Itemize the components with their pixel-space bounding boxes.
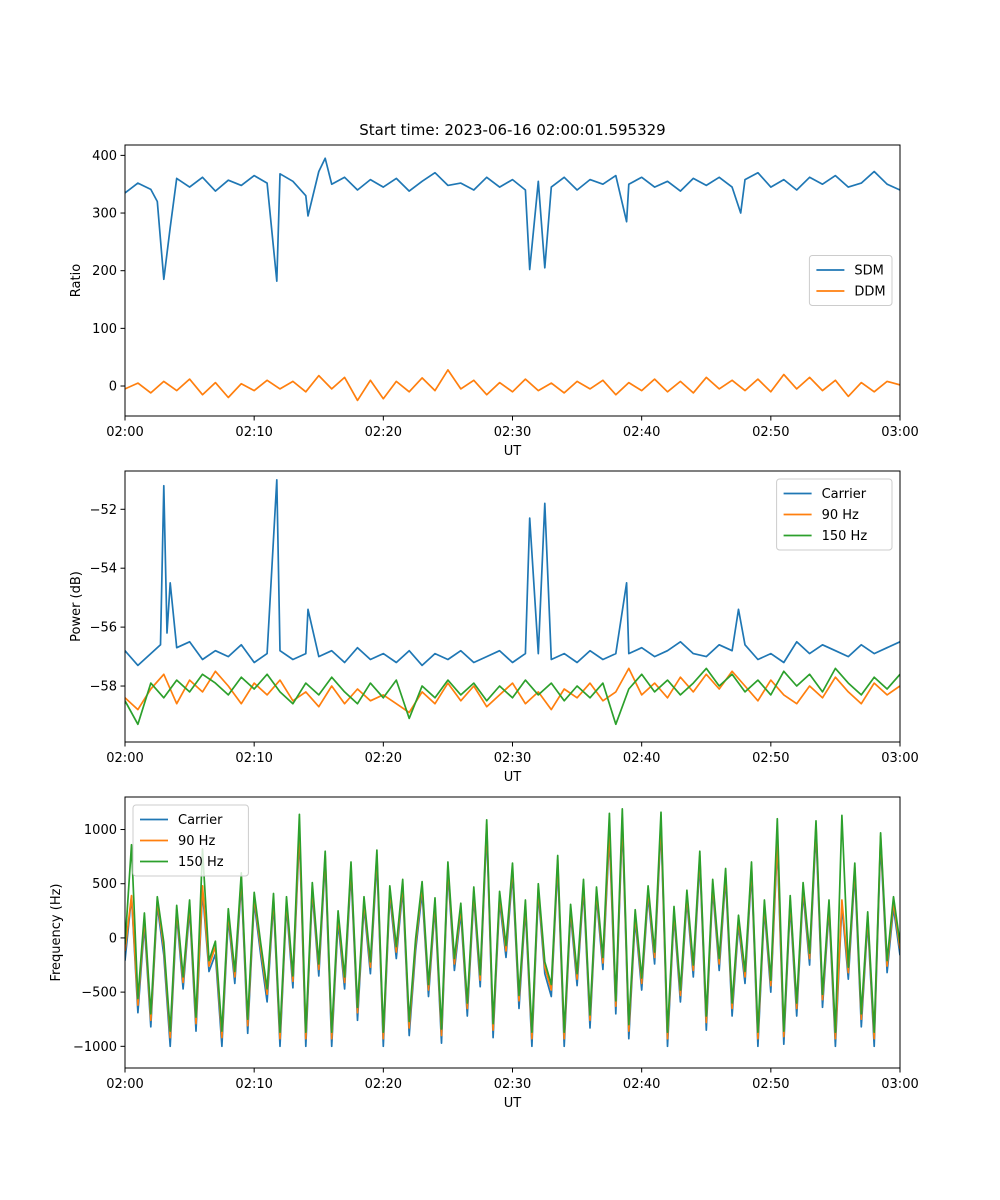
- x-tick-label: 02:30: [494, 425, 531, 440]
- y-tick-label: 0: [109, 931, 117, 946]
- y-tick-label: 0: [109, 380, 117, 395]
- series-line-150-hz: [125, 667, 900, 726]
- y-tick-label: 1000: [84, 823, 117, 838]
- x-axis-label: UT: [504, 1096, 522, 1111]
- legend: SDM DDM: [808, 255, 893, 306]
- legend-label: SDM: [854, 264, 883, 279]
- x-tick-label: 02:10: [235, 751, 272, 766]
- legend: Carrier 90 Hz 150 Hz: [132, 804, 249, 877]
- x-tick-label: 02:20: [365, 1077, 402, 1092]
- series-line-ddm: [125, 369, 900, 402]
- legend-label: Carrier: [178, 813, 223, 828]
- legend-label: DDM: [854, 285, 885, 300]
- series-line-carrier: [125, 478, 900, 667]
- x-axis-label: UT: [504, 770, 522, 785]
- legend-label: 90 Hz: [178, 834, 215, 849]
- figure-title: Start time: 2023-06-16 02:00:01.595329: [359, 121, 665, 139]
- x-tick-label: 03:00: [881, 751, 918, 766]
- legend-label: 150 Hz: [822, 529, 868, 544]
- series-line-sdm: [125, 157, 900, 282]
- series-line-90-hz: [125, 667, 900, 714]
- y-tick-label: 200: [92, 264, 117, 279]
- y-tick-label: −54: [90, 562, 117, 577]
- x-tick-label: 02:00: [106, 425, 143, 440]
- chart-panel-1: 02:00 02:10 02:20 02:30 02:40 02:50 03:00 0 100 2…: [69, 144, 919, 459]
- x-tick-label: 02:40: [623, 751, 660, 766]
- x-tick-label: 02:10: [235, 425, 272, 440]
- y-axis-label: Power (dB): [69, 571, 84, 642]
- x-tick-label: 02:50: [752, 1077, 789, 1092]
- y-axis-label: Ratio: [69, 264, 84, 297]
- legend-label: Carrier: [822, 487, 867, 502]
- y-tick-label: −500: [81, 986, 117, 1001]
- x-tick-label: 02:50: [752, 751, 789, 766]
- legend: Carrier 90 Hz 150 Hz: [776, 478, 893, 551]
- x-tick-label: 02:00: [106, 1077, 143, 1092]
- legend-box: [808, 255, 893, 306]
- x-tick-label: 02:10: [235, 1077, 272, 1092]
- x-tick-label: 02:50: [752, 425, 789, 440]
- legend-box: [132, 804, 249, 877]
- series-line-150-hz: [125, 808, 900, 1034]
- y-tick-label: −56: [90, 621, 117, 636]
- x-tick-label: 03:00: [881, 1077, 918, 1092]
- y-tick-label: 100: [92, 322, 117, 337]
- legend-label: 150 Hz: [178, 855, 224, 870]
- legend-box: [776, 478, 893, 551]
- x-tick-label: 02:00: [106, 751, 143, 766]
- y-axis-label: Frequency (Hz): [49, 883, 64, 981]
- x-tick-label: 02:20: [365, 751, 402, 766]
- y-tick-label: −52: [90, 503, 117, 518]
- x-tick-label: 03:00: [881, 425, 918, 440]
- y-tick-label: 500: [92, 877, 117, 892]
- y-tick-label: −58: [90, 680, 117, 695]
- y-tick-label: −1000: [73, 1040, 117, 1055]
- chart-panel-3: 02:00 02:10 02:20 02:30 02:40 02:50 03:00 −1000…: [49, 796, 919, 1111]
- x-tick-label: 02:30: [494, 751, 531, 766]
- x-axis-label: UT: [504, 444, 522, 459]
- x-tick-label: 02:40: [623, 425, 660, 440]
- y-tick-label: 300: [92, 207, 117, 222]
- y-tick-label: 400: [92, 149, 117, 164]
- x-tick-label: 02:30: [494, 1077, 531, 1092]
- chart-panel-2: 02:00 02:10 02:20 02:30 02:40 02:50 03:00 −58 −5…: [69, 470, 919, 785]
- legend-label: 90 Hz: [822, 508, 859, 523]
- x-tick-label: 02:20: [365, 425, 402, 440]
- x-tick-label: 02:40: [623, 1077, 660, 1092]
